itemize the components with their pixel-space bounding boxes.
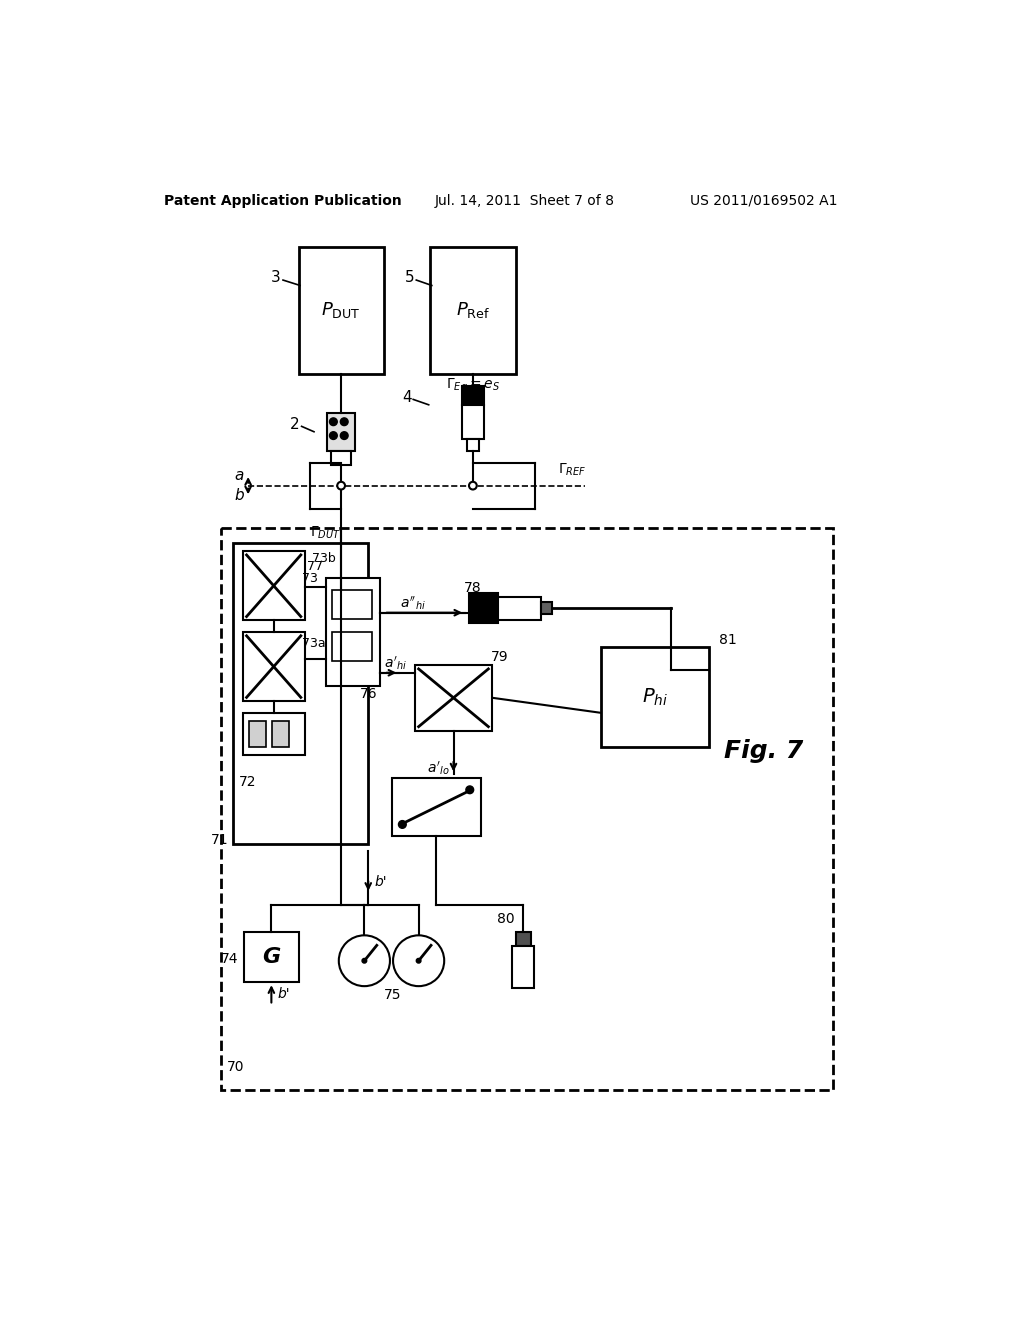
Text: $P_\mathrm{Ref}$: $P_\mathrm{Ref}$ [456,301,489,321]
Text: Fig. 7: Fig. 7 [724,739,803,763]
Circle shape [337,482,345,490]
Text: b': b' [375,875,387,890]
Bar [328,412,355,451]
Text: 73b: 73b [312,552,336,565]
Text: G: G [262,948,281,968]
Text: 5: 5 [404,271,414,285]
Text: 72: 72 [239,775,256,789]
Bar [232,544,369,843]
Bar [243,713,305,755]
Bar [430,247,515,374]
Text: 74: 74 [220,952,238,966]
Bar [332,590,372,619]
Bar [499,597,541,619]
Text: 3: 3 [270,271,281,285]
Text: a: a [234,469,244,483]
Bar [541,602,552,614]
Text: $a''_{hi}$: $a''_{hi}$ [400,594,426,612]
Circle shape [340,418,348,425]
Text: $P_{hi}$: $P_{hi}$ [642,686,668,708]
Text: $\Gamma_{Eq}=e_S$: $\Gamma_{Eq}=e_S$ [445,376,500,395]
Text: $\Gamma_{REF}$: $\Gamma_{REF}$ [558,462,587,478]
Text: 2: 2 [290,417,299,432]
Circle shape [393,936,444,986]
Text: 80: 80 [497,912,514,927]
Text: b: b [234,488,244,503]
Bar [243,632,305,701]
Bar [467,440,479,451]
Bar [462,405,483,440]
Text: b': b' [278,987,290,1001]
Bar [331,451,351,465]
Circle shape [469,482,477,490]
Circle shape [339,936,390,986]
Circle shape [340,432,348,440]
Text: 70: 70 [227,1060,245,1074]
Circle shape [417,958,421,964]
Text: $a'_{lo}$: $a'_{lo}$ [427,759,450,777]
Bar [512,946,535,989]
Text: 71: 71 [211,833,228,847]
Bar [221,528,834,1090]
Text: Patent Application Publication: Patent Application Publication [164,194,401,207]
Bar [272,721,289,747]
Bar [462,385,483,405]
Text: 81: 81 [719,632,736,647]
Bar [469,594,499,623]
Text: 77: 77 [307,560,324,573]
Text: Jul. 14, 2011  Sheet 7 of 8: Jul. 14, 2011 Sheet 7 of 8 [435,194,614,207]
Bar [299,247,384,374]
Text: $a'_{hi}$: $a'_{hi}$ [384,653,407,672]
Bar [245,932,299,982]
Text: $P_\mathrm{DUT}$: $P_\mathrm{DUT}$ [322,301,360,321]
Circle shape [330,432,337,440]
Circle shape [398,821,407,829]
Bar [332,632,372,661]
Circle shape [362,958,367,964]
Text: 75: 75 [384,989,401,1002]
Text: 4: 4 [402,389,412,405]
Bar [601,647,710,747]
Text: 73a: 73a [302,638,326,649]
Bar [249,721,266,747]
Text: 73: 73 [302,572,318,585]
Text: $\Gamma_{DUT}$: $\Gamma_{DUT}$ [310,524,341,541]
Bar [391,779,480,836]
Bar [243,552,305,620]
Bar [515,932,531,946]
Text: 79: 79 [492,651,509,664]
Text: US 2011/0169502 A1: US 2011/0169502 A1 [690,194,838,207]
Circle shape [330,418,337,425]
Text: 78: 78 [464,581,481,595]
Bar [415,665,493,730]
Circle shape [466,785,474,793]
Text: 76: 76 [359,686,377,701]
Bar [326,578,380,686]
